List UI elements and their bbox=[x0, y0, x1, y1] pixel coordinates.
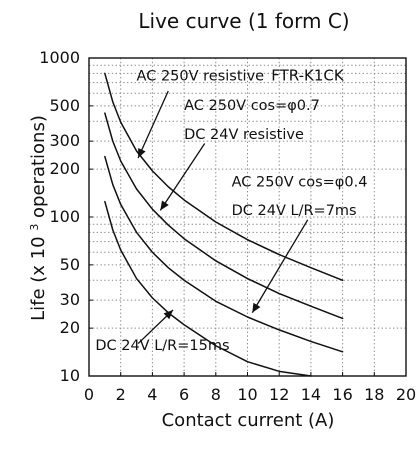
annotation-ac250-cos07: AC 250V cos=φ0.7 bbox=[184, 98, 320, 114]
x-tick-label: 20 bbox=[396, 385, 416, 404]
annotation-dc24-lr15: DC 24V L/R=15ms bbox=[95, 338, 229, 354]
x-tick-label: 14 bbox=[301, 385, 321, 404]
annotation-dc24-resistive: DC 24V resistive bbox=[184, 127, 304, 143]
y-tick-label: 1000 bbox=[39, 48, 80, 67]
y-tick-label: 20 bbox=[60, 318, 80, 337]
x-tick-label: 16 bbox=[332, 385, 352, 404]
annotation-arrow-ac250-cos04 bbox=[251, 219, 309, 314]
y-tick-label: 10 bbox=[60, 366, 80, 385]
annotation-arrow-ac250-cos07 bbox=[159, 143, 206, 211]
y-axis-label: Life (x 10 3 operations) bbox=[28, 115, 50, 321]
x-tick-label: 12 bbox=[269, 385, 289, 404]
annotation-layer: AC 250V resistive AC 250V cos=φ0.7 DC 24V … bbox=[95, 69, 367, 354]
x-tick-label: 6 bbox=[179, 385, 189, 404]
series-line-3 bbox=[104, 155, 344, 353]
annotation-arrowhead-dc24-lr15 bbox=[163, 310, 174, 320]
y-tick-label: 100 bbox=[49, 207, 80, 226]
x-tick-label: 18 bbox=[364, 385, 384, 404]
series-line-2 bbox=[104, 112, 344, 320]
annotation-ac250-resistive: AC 250V resistive bbox=[137, 69, 265, 85]
annotation-arrow-ac250-resistive bbox=[137, 90, 169, 159]
axes-layer bbox=[88, 57, 407, 377]
y-tick-label: 500 bbox=[49, 96, 80, 115]
model-label: FTR-K1CK bbox=[271, 67, 345, 85]
y-axis-label-suffix: operations) bbox=[28, 115, 49, 218]
annotation-arrowhead-ac250-cos07 bbox=[160, 200, 169, 211]
y-tick-label: 50 bbox=[60, 255, 80, 274]
y-axis-label-prefix: Life (x 10 bbox=[28, 236, 49, 320]
x-tick-label: 10 bbox=[237, 385, 257, 404]
x-tick-label: 4 bbox=[147, 385, 157, 404]
y-tick-label: 200 bbox=[49, 159, 80, 178]
annotation-arrowhead-ac250-resistive bbox=[138, 148, 146, 159]
chart-title: Live curve (1 form C) bbox=[138, 9, 349, 33]
x-axis-label: Contact current (A) bbox=[162, 410, 335, 431]
annotation-ac250-cos04: AC 250V cos=φ0.4 bbox=[232, 175, 368, 191]
series-line-1 bbox=[104, 72, 344, 282]
x-tick-label: 0 bbox=[84, 385, 94, 404]
annotation-dc24-lr7: DC 24V L/R=7ms bbox=[232, 203, 357, 219]
y-axis-label-superscript: 3 bbox=[28, 224, 41, 231]
tick-label-layer: 0 2 4 6 8 10 12 14 16 18 20 10 20 30 50 100 200 300 500 100… bbox=[39, 48, 416, 404]
annotation-arrowhead-ac250-cos04 bbox=[252, 302, 261, 313]
y-tick-label: 300 bbox=[49, 131, 80, 150]
x-tick-label: 2 bbox=[116, 385, 126, 404]
x-tick-label: 8 bbox=[211, 385, 221, 404]
y-tick-label: 30 bbox=[60, 290, 80, 309]
